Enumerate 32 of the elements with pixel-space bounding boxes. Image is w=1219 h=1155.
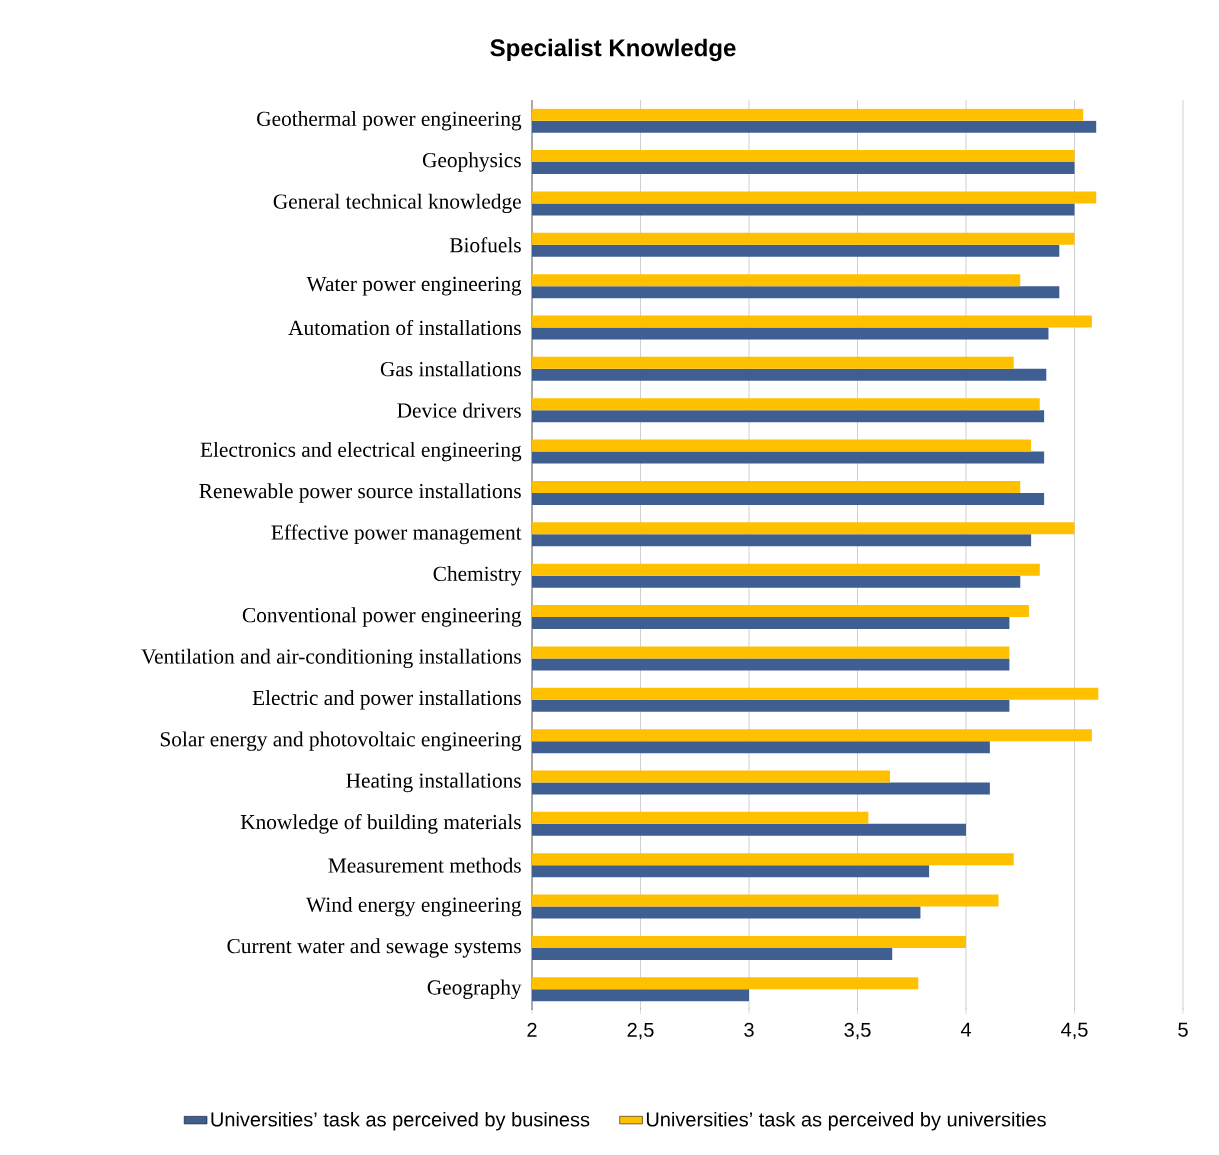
y-tick-label: Gas installations xyxy=(380,361,521,377)
y-tick-label: Automation of installations xyxy=(288,319,521,336)
y-tick-label: Electronics and electrical engineering xyxy=(200,441,522,462)
y-tick-label: General technical knowledge xyxy=(273,193,521,214)
x-tick-label: 2 xyxy=(527,1022,537,1037)
y-tick-label: Renewable power source installations xyxy=(199,483,521,503)
y-tick-label: Effective power management xyxy=(271,524,522,545)
y-tick-label: Conventional power engineering xyxy=(242,607,522,627)
y-tick-label: Device drivers xyxy=(397,402,521,418)
legend-label: Universities’ task as perceived by business xyxy=(211,1111,590,1131)
x-tick-label: 4,5 xyxy=(1061,1022,1088,1040)
x-tick-label: 4 xyxy=(960,1022,971,1037)
y-tick-label: Solar energy and photovoltaic engineering xyxy=(160,731,522,751)
chart-title: Specialist Knowledge xyxy=(490,38,736,62)
y-tick-label: Wind energy engineering xyxy=(306,896,522,917)
x-tick-label: 2,5 xyxy=(627,1022,654,1040)
y-tick-label: Geography xyxy=(427,979,522,1000)
y-tick-label: Electric and power installations xyxy=(252,690,521,710)
y-tick-label: Geophysics xyxy=(422,152,521,172)
x-tick-label: 3,5 xyxy=(844,1022,871,1040)
y-tick-label: Biofuels xyxy=(449,237,521,253)
y-tick-label: Current water and sewage systems xyxy=(227,938,521,958)
y-tick-label: Geothermal power engineering xyxy=(257,110,522,131)
x-tick-label: 3 xyxy=(744,1022,754,1037)
y-tick-label: Knowledge of building materials xyxy=(240,814,521,834)
y-tick-label: Heating installations xyxy=(346,772,521,793)
y-tick-label: Ventilation and air-conditioning installations xyxy=(141,648,521,669)
y-tick-label: Chemistry xyxy=(433,565,522,586)
legend-label: Universities’ task as perceived by universities xyxy=(646,1111,1046,1131)
y-tick-label: Water power engineering xyxy=(306,276,522,296)
y-tick-label: Measurement methods xyxy=(328,857,521,873)
x-tick-label: 5 xyxy=(1178,1022,1188,1037)
